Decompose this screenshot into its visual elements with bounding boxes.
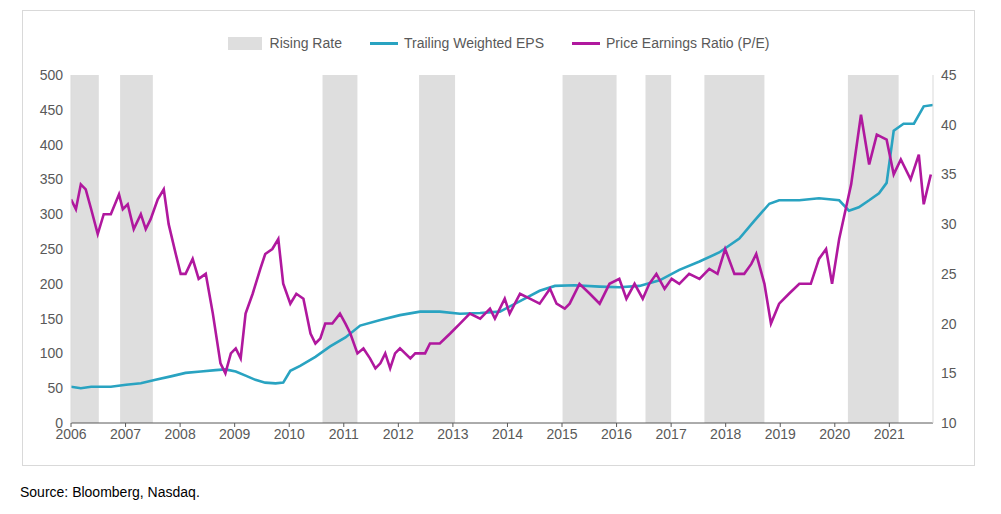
svg-text:2011: 2011 [329, 426, 359, 442]
svg-text:500: 500 [40, 67, 64, 83]
svg-text:100: 100 [40, 345, 64, 361]
svg-text:40: 40 [941, 117, 957, 133]
svg-text:150: 150 [40, 311, 64, 327]
svg-text:2014: 2014 [492, 426, 523, 442]
svg-text:10: 10 [941, 415, 957, 431]
svg-text:2017: 2017 [656, 426, 687, 442]
svg-text:400: 400 [40, 137, 64, 153]
svg-text:2013: 2013 [437, 426, 468, 442]
svg-text:15: 15 [941, 365, 957, 381]
svg-text:350: 350 [40, 171, 64, 187]
svg-text:250: 250 [40, 241, 64, 257]
svg-text:2007: 2007 [110, 426, 141, 442]
svg-text:20: 20 [941, 316, 957, 332]
html-text:Price Earnings Ratio (P/E): Price Earnings Ratio (P/E) [606, 35, 770, 51]
svg-text:2010: 2010 [274, 426, 305, 442]
svg-text:2006: 2006 [55, 425, 87, 442]
svg-text:300: 300 [40, 206, 64, 222]
svg-text:45: 45 [941, 67, 957, 83]
svg-text:2021: 2021 [874, 426, 905, 442]
svg-text:2008: 2008 [165, 426, 196, 442]
svg-text:50: 50 [47, 380, 63, 396]
svg-text:35: 35 [941, 166, 957, 182]
svg-text:2018: 2018 [710, 426, 741, 442]
html-text:Trailing Weighted EPS: Trailing Weighted EPS [403, 35, 544, 51]
svg-text:2016: 2016 [601, 426, 632, 442]
svg-text:30: 30 [941, 216, 957, 232]
svg-text:0: 0 [55, 415, 63, 431]
svg-text:2012: 2012 [383, 426, 414, 442]
svg-text:2009: 2009 [219, 426, 250, 442]
svg-text:2020: 2020 [819, 426, 850, 442]
svg-text:25: 25 [941, 266, 957, 282]
html-text:Rising Rate: Rising Rate [269, 35, 342, 51]
svg-text:450: 450 [40, 102, 64, 118]
svg-text:2015: 2015 [546, 426, 577, 442]
html-text:Source: Bloomberg, Nasdaq.: Source: Bloomberg, Nasdaq. [20, 484, 200, 500]
svg-text:200: 200 [40, 276, 64, 292]
svg-text:2019: 2019 [765, 426, 796, 442]
